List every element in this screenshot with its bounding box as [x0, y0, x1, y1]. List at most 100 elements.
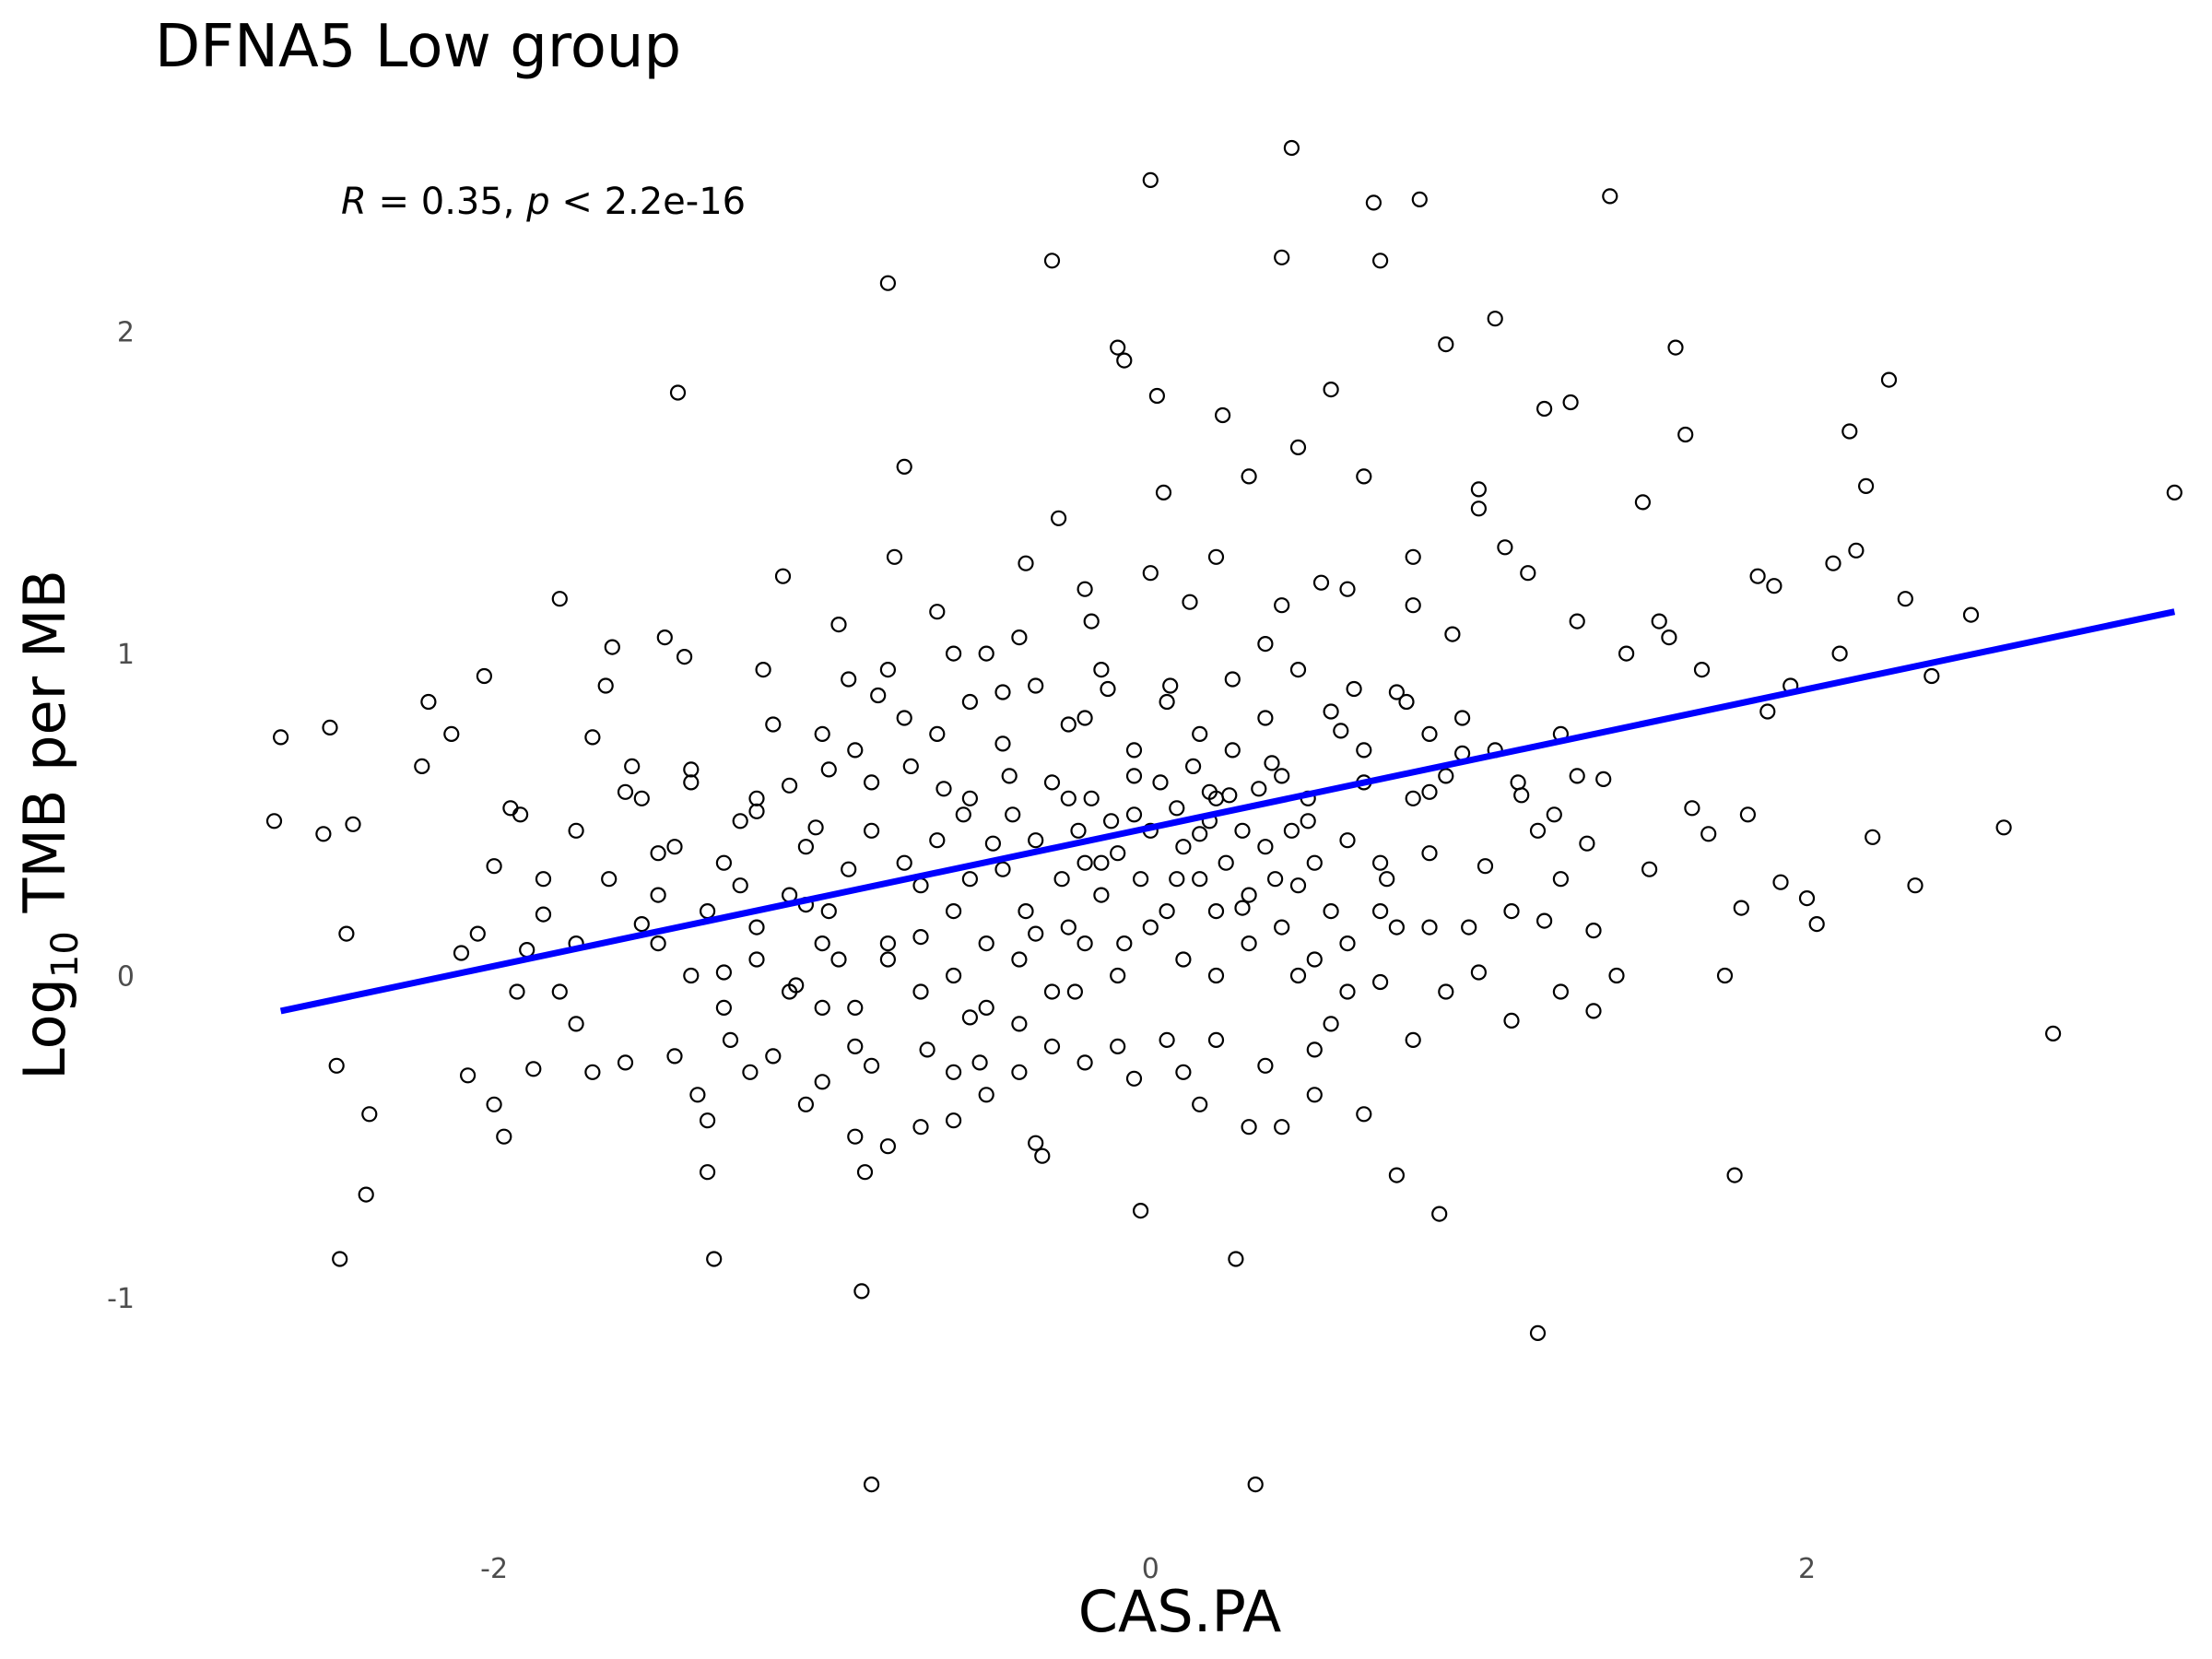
data-point — [945, 902, 962, 920]
data-point — [1339, 983, 1356, 1000]
data-point — [633, 790, 650, 806]
data-point — [1228, 1251, 1244, 1267]
data-point — [1184, 758, 1202, 775]
data-point — [1749, 568, 1766, 584]
data-point — [1207, 967, 1225, 984]
data-point — [847, 999, 864, 1017]
data-point — [1125, 806, 1143, 823]
data-point — [1011, 1064, 1028, 1080]
x-tick-label: -2 — [480, 1553, 508, 1585]
data-point — [1431, 1206, 1448, 1222]
data-point — [1257, 710, 1274, 726]
data-point — [1214, 406, 1231, 424]
data-point — [1421, 783, 1438, 800]
data-point — [512, 806, 529, 823]
data-point — [1050, 510, 1067, 526]
data-point — [1234, 900, 1251, 916]
data-point — [1241, 1119, 1257, 1135]
data-point — [1405, 548, 1421, 565]
data-point — [1192, 1096, 1208, 1112]
x-tick-label: 2 — [1798, 1553, 1816, 1585]
data-point — [683, 761, 700, 778]
data-point — [420, 693, 437, 711]
data-point — [1257, 839, 1274, 855]
data-point — [1028, 1135, 1044, 1151]
data-point — [879, 661, 897, 678]
data-point — [502, 800, 519, 817]
data-point — [551, 591, 568, 607]
data-point — [1585, 1003, 1602, 1019]
data-point — [765, 1048, 782, 1065]
y-tick-label: 0 — [117, 961, 135, 994]
data-point — [1579, 835, 1595, 852]
data-point — [568, 1016, 584, 1032]
data-point — [886, 548, 903, 565]
data-point — [1339, 935, 1356, 952]
data-point — [1182, 594, 1198, 610]
data-point — [1241, 887, 1257, 903]
data-point — [1684, 800, 1700, 817]
data-point — [1018, 902, 1034, 920]
data-point — [1529, 1324, 1547, 1342]
data-point — [978, 645, 994, 662]
data-point — [332, 1251, 348, 1267]
data-point — [1880, 371, 1898, 388]
data-point — [669, 384, 687, 401]
data-point — [1602, 188, 1618, 205]
data-point — [847, 1038, 864, 1055]
data-point — [1569, 768, 1585, 784]
data-point — [935, 781, 952, 797]
data-point — [469, 925, 486, 942]
data-point — [1234, 822, 1251, 839]
data-point — [847, 1128, 864, 1145]
data-point — [460, 1067, 477, 1084]
data-point — [1132, 1202, 1149, 1219]
data-point — [755, 661, 771, 678]
data-point — [1700, 826, 1717, 842]
data-point — [650, 935, 666, 952]
data-point — [1207, 902, 1225, 920]
data-point — [1034, 1147, 1051, 1164]
data-point — [322, 719, 338, 736]
data-point — [699, 1112, 716, 1129]
scatter-points — [265, 139, 2183, 1493]
data-point — [1356, 742, 1372, 759]
data-point — [1043, 253, 1061, 269]
data-point — [1371, 973, 1389, 991]
data-point — [1192, 826, 1208, 842]
data-point — [1716, 967, 1734, 984]
data-point — [1028, 925, 1044, 942]
data-point — [1651, 613, 1667, 629]
data-point — [971, 1054, 988, 1071]
data-point — [1595, 771, 1612, 788]
data-point — [1503, 902, 1520, 920]
data-point — [676, 648, 693, 665]
data-point — [2166, 484, 2183, 501]
data-point — [1100, 680, 1116, 698]
data-point — [1421, 725, 1438, 743]
data-point — [1857, 477, 1875, 495]
data-point — [328, 1057, 345, 1074]
data-point — [1346, 680, 1362, 698]
data-point — [1083, 790, 1100, 806]
chart-title: DFNA5 Low group — [155, 13, 681, 81]
data-point — [748, 803, 765, 819]
data-point — [1312, 574, 1330, 591]
data-point — [1371, 253, 1389, 269]
data-point — [1207, 1031, 1225, 1049]
data-point — [1192, 725, 1208, 743]
data-point — [1634, 494, 1652, 511]
data-point — [1831, 645, 1848, 662]
y-tick-label: -1 — [107, 1283, 135, 1315]
data-point — [1159, 1031, 1175, 1049]
data-point — [841, 671, 857, 688]
data-point — [1388, 919, 1406, 935]
data-point — [1907, 877, 1924, 894]
data-point — [1962, 606, 1980, 623]
data-point — [1848, 542, 1865, 559]
data-point — [597, 677, 614, 694]
data-point — [978, 1087, 994, 1103]
data-point — [1306, 854, 1323, 871]
correlation-annotation: R = 0.35, p < 2.2e-16 — [341, 181, 746, 223]
